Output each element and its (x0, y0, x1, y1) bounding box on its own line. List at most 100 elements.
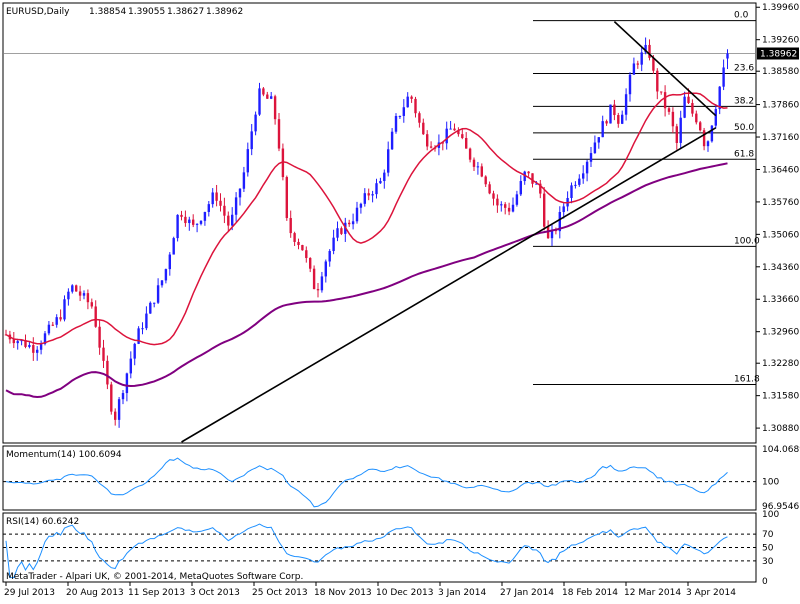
candle-body (699, 122, 702, 131)
price-tick-label: 1.32960 (762, 328, 799, 338)
candle-body (234, 197, 238, 215)
main-price-panel[interactable] (2, 2, 757, 444)
candle-body (726, 53, 729, 59)
indicator-layer (5, 457, 728, 579)
trendline (613, 21, 717, 117)
candle-body (223, 205, 226, 216)
candle-body (43, 333, 47, 344)
current-price-marker (757, 47, 799, 60)
rsi-tick-label: 30 (762, 557, 774, 567)
candle-body (519, 181, 522, 195)
candle-body (145, 313, 148, 329)
candle-body (125, 373, 129, 394)
date-tick-label: 3 Apr 2014 (686, 588, 736, 598)
candle-body (605, 121, 608, 124)
date-tick-label: 27 Jan 2014 (500, 588, 554, 598)
price-tick-label: 1.35060 (762, 230, 799, 240)
momentum-panel[interactable] (2, 445, 757, 511)
candle-body (695, 113, 698, 123)
candle-body (422, 122, 425, 135)
candle-body (578, 178, 581, 185)
candle-body (94, 306, 97, 327)
candle-body (51, 324, 54, 326)
candle-body (426, 134, 429, 147)
rsi-panel[interactable] (2, 512, 757, 583)
candle-body (180, 214, 183, 217)
momentum-tick-label: 104.0689 (762, 445, 800, 455)
candle-body (320, 276, 324, 291)
candle-body (468, 148, 472, 160)
copyright-text: MetaTrader - Alpari UK, © 2001-2014, Met… (6, 572, 303, 582)
candle-body (78, 291, 82, 296)
candle-body (609, 104, 612, 124)
candle-body (683, 96, 686, 118)
candle-body (539, 183, 542, 194)
momentum-tick-label: 100 (762, 478, 779, 488)
candle-body (679, 117, 682, 143)
candle-body (172, 238, 175, 255)
candle-body (199, 220, 203, 224)
candle-body (242, 172, 246, 189)
candle-body (718, 86, 721, 110)
candle-body (367, 193, 370, 196)
candle-body (297, 241, 300, 246)
candle-body (351, 221, 355, 225)
candle-body (585, 161, 589, 174)
rsi-label: RSI(14) 60.6242 (6, 517, 79, 527)
candle-body (671, 111, 675, 127)
candle-body (293, 233, 296, 242)
fib-level-label: 61.8 (734, 149, 754, 159)
fib-level-label: 100.0 (734, 236, 760, 246)
candle-body (636, 63, 639, 65)
rsi-tick-label: 0 (762, 577, 768, 587)
candle-body (98, 326, 101, 348)
rsi-tick-label: 70 (762, 530, 774, 540)
candle-body (36, 349, 39, 353)
current-price-label: 1.38962 (760, 50, 797, 60)
candle-body (663, 92, 667, 109)
candle-body (687, 96, 690, 104)
chart-header-close: 1.38962 (206, 7, 243, 17)
date-tick-label: 18 Nov 2013 (314, 588, 372, 598)
candle-body (16, 341, 19, 344)
candle-body (309, 258, 312, 269)
rsi-line (5, 523, 728, 579)
candle-body (82, 293, 86, 296)
candle-body (238, 188, 242, 198)
candle-body (336, 228, 339, 238)
candle-body (511, 204, 515, 212)
candle-body (86, 293, 90, 303)
candle-body (621, 114, 624, 124)
candle-body (164, 269, 168, 281)
candle-body (250, 131, 253, 150)
candle-body (387, 149, 390, 173)
candle-body (184, 216, 187, 224)
ma-fast-line (5, 92, 728, 346)
price-tick-label: 1.32280 (762, 359, 799, 369)
candle-body (441, 142, 444, 144)
candle-body (398, 115, 402, 117)
candle-body (648, 44, 651, 58)
date-tick-label: 18 Feb 2014 (562, 588, 618, 598)
ma-slow-line (5, 162, 728, 399)
date-tick-label: 29 Jul 2013 (4, 588, 55, 598)
fib-level-label: 161.8 (734, 375, 760, 385)
price-tick-label: 1.39960 (762, 3, 799, 13)
candle-body (406, 96, 409, 108)
candle-body (660, 91, 663, 93)
date-tick-label: 25 Oct 2013 (252, 588, 308, 598)
candle-body (192, 219, 195, 225)
candle-body (628, 74, 632, 95)
candle-body (262, 88, 265, 95)
candle-body (574, 184, 577, 186)
candle-body (550, 230, 554, 239)
candle-body (500, 204, 503, 206)
candle-body (601, 121, 604, 138)
candle-body (488, 184, 491, 194)
candle-body (285, 177, 288, 219)
candle-body (121, 393, 125, 400)
candle-body (691, 103, 694, 114)
candle-body (543, 193, 546, 227)
candle-body (20, 340, 23, 342)
candle-body (383, 172, 386, 181)
